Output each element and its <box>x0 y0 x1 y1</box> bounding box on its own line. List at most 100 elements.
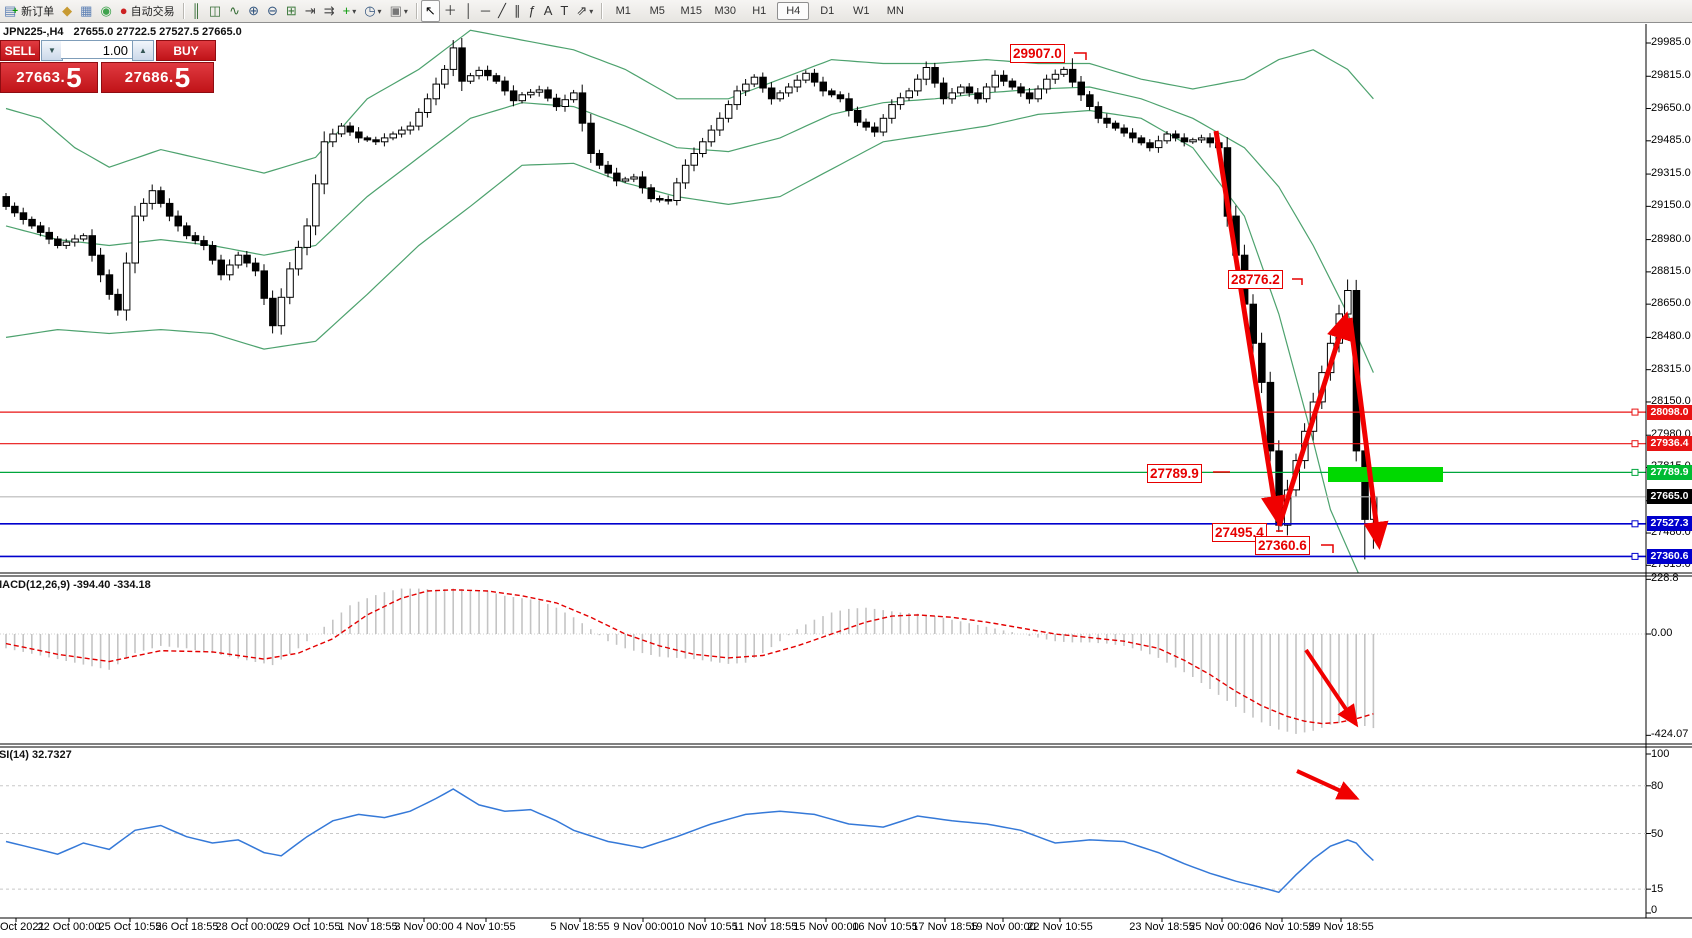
horizontal-line-button[interactable]: ─ <box>477 0 494 22</box>
candle <box>501 80 509 92</box>
level-handle[interactable] <box>1631 440 1639 448</box>
volume-up-button[interactable]: ▲ <box>132 40 154 61</box>
timeframe-button-MN[interactable]: MN <box>886 5 904 17</box>
candle <box>148 190 157 204</box>
vertical-line-button[interactable]: │ <box>461 0 477 22</box>
templates-button[interactable]: ▣ ▾ <box>386 0 412 22</box>
date-axis-label: 26 Oct 18:55 <box>155 921 219 933</box>
candle <box>914 78 922 92</box>
timeframe-button-M15[interactable]: M15 <box>680 5 702 17</box>
candle <box>200 240 208 247</box>
candle <box>415 111 423 127</box>
date-axis-label: 23 Nov 18:55 <box>1129 921 1195 933</box>
trendline-button[interactable]: ╱ <box>494 0 510 22</box>
candle <box>1146 142 1154 149</box>
equidistant-channel-button[interactable]: ∥ <box>510 0 525 22</box>
level-handle[interactable] <box>1631 520 1639 528</box>
price-level-tag-27360.6[interactable]: 27360.6 <box>1647 548 1692 564</box>
volume-input[interactable]: 1.00 <box>61 40 132 59</box>
text-button[interactable]: A <box>540 0 557 22</box>
timeframe-button-W1[interactable]: W1 <box>853 5 870 17</box>
price-axis-label: 28150.0 <box>1651 394 1691 407</box>
annotation-label-28776.2[interactable]: 28776.2 <box>1228 270 1283 289</box>
rebound-arrow[interactable] <box>1276 311 1351 527</box>
candlestick-chart-button[interactable]: ◫ <box>205 0 225 22</box>
candle <box>767 87 776 100</box>
date-axis-label: 26 Nov 10:55 <box>1249 921 1315 933</box>
price-level-tag-27936.4[interactable]: 27936.4 <box>1647 436 1692 452</box>
date-axis-label: 10 Nov 10:55 <box>672 921 738 933</box>
zoom-out-button[interactable]: ⊖ <box>263 0 282 22</box>
auto-trading-icon: ● <box>119 3 128 18</box>
fibonacci-button[interactable]: ƒ <box>524 0 539 22</box>
line-chart-button[interactable]: ∿ <box>225 0 244 22</box>
annotation-label-27360.6[interactable]: 27360.6 <box>1255 536 1310 555</box>
volume-down-button[interactable]: ▼ <box>41 40 63 61</box>
toolbar: ▤ + 新订单 ◆ ▦ ◉ ● 自动交易 ║ ◫ ∿ ⊕ ⊖ ⊞ ⇥ ⇉ + ▾ ◷ ▾ ▣ ▾ ↖ ＋ │ ─ ╱ ∥… <box>0 0 1692 23</box>
candle <box>1094 106 1103 119</box>
indicators-add-button[interactable]: + ▾ <box>339 0 361 22</box>
zoom-in-button[interactable]: ⊕ <box>244 0 263 22</box>
macd-down-arrow[interactable] <box>1304 648 1359 728</box>
price-axis-label: 29485.0 <box>1651 133 1691 146</box>
candle <box>656 198 664 201</box>
buy-price-button[interactable]: 27686. 5 <box>101 62 214 93</box>
crash-arrow-2[interactable] <box>1347 317 1389 550</box>
chart-area[interactable]: JPN225-,H4 27655.0 27722.5 27527.5 27665.… <box>0 24 1692 938</box>
timeframe-button-M1[interactable]: M1 <box>615 5 631 17</box>
cursor-button[interactable]: ↖ <box>420 0 440 22</box>
tile-windows-button[interactable]: ⊞ <box>282 0 301 22</box>
new-order-button[interactable]: ▤ + 新订单 <box>0 0 58 22</box>
timeframe-button-H1[interactable]: H1 <box>752 5 767 17</box>
text-label-button[interactable]: T <box>556 0 572 22</box>
gold-cube-button[interactable]: ◆ <box>58 0 76 22</box>
candle <box>647 187 655 200</box>
sell-button[interactable]: SELL <box>0 40 40 61</box>
candle <box>1137 137 1146 144</box>
price-level-tag-27527.3[interactable]: 27527.3 <box>1647 516 1692 532</box>
annotation-label-29907.0[interactable]: 29907.0 <box>1010 44 1065 63</box>
level-handle[interactable] <box>1631 552 1639 560</box>
terminal-window-button[interactable]: ▦ <box>76 0 96 22</box>
auto-scroll-button[interactable]: ⇥ <box>301 0 320 22</box>
price-axis-label: 28815.0 <box>1651 264 1691 277</box>
auto-trading-button[interactable]: ● 自动交易 <box>116 0 179 22</box>
chart-canvas[interactable] <box>0 24 1692 938</box>
price-level-tag-28098.0[interactable]: 28098.0 <box>1647 404 1692 420</box>
annotation-label-27789.9[interactable]: 27789.9 <box>1147 464 1202 483</box>
candle <box>174 215 182 227</box>
sell-price-button[interactable]: 27663. 5 <box>0 62 98 93</box>
highlight-zone-rect[interactable] <box>1328 467 1443 482</box>
candle <box>1258 342 1266 383</box>
candle <box>1197 137 1206 141</box>
buy-button[interactable]: BUY <box>156 40 216 61</box>
level-handle[interactable] <box>1631 408 1639 416</box>
candle <box>380 137 389 143</box>
bar-chart-button[interactable]: ║ <box>188 0 205 22</box>
chevron-down-icon: ▾ <box>589 6 594 16</box>
annotation-label-27495.4[interactable]: 27495.4 <box>1212 523 1267 542</box>
chart-title: JPN225-,H4 27655.0 27722.5 27527.5 27665.… <box>3 26 252 38</box>
buy-price: 27686. <box>124 69 174 86</box>
arrows-button[interactable]: ⇗ ▾ <box>572 0 597 22</box>
crash-arrow-1[interactable] <box>1213 130 1286 524</box>
periods-clock-button[interactable]: ◷ ▾ <box>360 0 385 22</box>
candle <box>509 90 518 102</box>
timeframe-button-H4[interactable]: H4 <box>777 2 810 20</box>
timeframe-button-M5[interactable]: M5 <box>649 5 665 17</box>
candle <box>1086 94 1094 108</box>
chart-shift-button[interactable]: ⇉ <box>320 0 339 22</box>
candle <box>604 164 612 174</box>
price-level-tag-27789.9[interactable]: 27789.9 <box>1647 464 1692 480</box>
level-handle[interactable] <box>1631 468 1639 476</box>
rsi-down-arrow[interactable] <box>1296 769 1360 800</box>
chevron-down-icon: ▾ <box>377 6 382 16</box>
crosshair-button[interactable]: ＋ <box>440 0 461 22</box>
candle <box>105 274 114 295</box>
candle <box>552 97 561 108</box>
sell-price: 27663. <box>16 69 66 86</box>
price-level-tag-27665.0[interactable]: 27665.0 <box>1647 489 1692 505</box>
signal-button[interactable]: ◉ <box>96 0 115 22</box>
timeframe-button-D1[interactable]: D1 <box>820 5 835 17</box>
timeframe-button-M30[interactable]: M30 <box>714 5 736 17</box>
